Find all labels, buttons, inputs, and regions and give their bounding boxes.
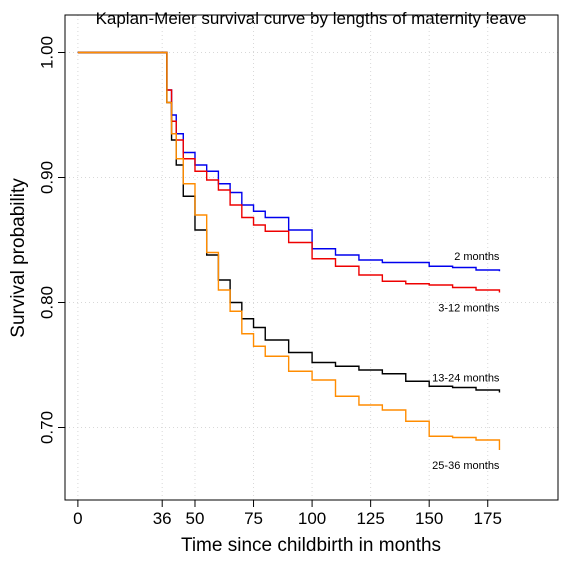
y-tick-label: 0.80 [37,286,56,319]
series-label: 3-12 months [438,302,500,314]
x-tick-label: 0 [73,509,82,528]
plot-frame [64,14,559,501]
x-tick-label: 175 [474,509,502,528]
x-tick-label: 100 [298,509,326,528]
y-tick-label: 0.70 [37,411,56,444]
survival-curve [77,51,501,293]
x-axis-label: Time since childbirth in months [181,535,441,556]
y-tick-label: 0.90 [37,161,56,194]
x-tick-label: 150 [415,509,443,528]
chart-title: Kaplan-Meier survival curve by lengths o… [96,9,527,28]
series-label: 25-36 months [432,460,500,472]
series-label: 13-24 months [432,372,500,384]
x-tick-label: 36 [153,509,172,528]
survival-curve [77,51,501,393]
x-tick-label: 50 [186,509,205,528]
x-tick-label: 75 [244,509,263,528]
survival-curve [77,51,501,450]
y-tick-label: 1.00 [37,36,56,69]
series-label: 2 months [454,251,500,263]
y-axis-label: Survival probability [8,178,29,338]
x-tick-label: 125 [356,509,384,528]
